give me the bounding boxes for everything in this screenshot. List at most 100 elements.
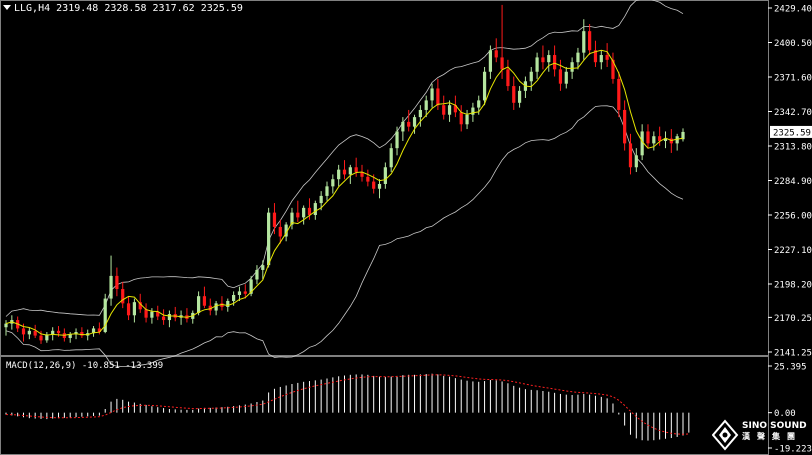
dropdown-triangle-icon[interactable] — [3, 5, 11, 10]
candle — [576, 47, 580, 70]
macd-label: MACD(12,26,9) — [6, 361, 77, 371]
price-tick-label: 2342.70 — [774, 108, 812, 118]
candle — [91, 326, 96, 337]
candle — [331, 174, 335, 194]
candle — [646, 124, 650, 149]
candle — [442, 95, 446, 120]
candle — [558, 59, 563, 91]
candle — [582, 19, 586, 60]
candle — [202, 286, 207, 309]
candle — [4, 320, 8, 336]
candle — [564, 66, 568, 89]
candle — [465, 109, 469, 130]
candle — [302, 205, 306, 225]
candle — [366, 169, 370, 187]
candle — [337, 164, 341, 187]
candle — [126, 296, 131, 321]
candle — [512, 76, 516, 110]
candle — [593, 40, 598, 67]
current-price-label: 2325.59 — [773, 128, 811, 138]
price-tick-label: 2284.90 — [774, 177, 812, 187]
candle — [611, 52, 615, 84]
candle — [605, 43, 609, 67]
candle — [506, 59, 510, 91]
candle — [103, 293, 107, 334]
candle — [284, 222, 288, 242]
high-value: 2328.58 — [104, 3, 147, 14]
candle — [144, 303, 148, 323]
candle — [39, 330, 43, 344]
candle — [634, 148, 638, 173]
price-tick-label: 2400.50 — [774, 39, 812, 49]
macd-tick-label: 25.395 — [774, 363, 807, 373]
candle — [389, 143, 393, 173]
candle — [547, 50, 551, 72]
candle — [255, 265, 259, 285]
candle — [517, 86, 522, 108]
candle — [401, 117, 405, 141]
candle — [115, 267, 119, 297]
candle — [342, 160, 347, 180]
macd-signal-value: -13.399 — [125, 361, 164, 371]
candle — [313, 200, 317, 220]
candle — [541, 45, 545, 70]
candle — [261, 260, 265, 280]
candle — [208, 298, 212, 316]
candle — [185, 308, 189, 323]
candle — [132, 298, 137, 323]
candle — [191, 310, 195, 324]
candle — [535, 52, 539, 79]
candle — [663, 131, 668, 149]
candle — [179, 310, 183, 325]
sino-sound-logo-icon — [712, 419, 739, 451]
candle — [488, 45, 493, 79]
candle — [599, 50, 603, 70]
candle — [121, 281, 125, 309]
candle — [453, 95, 457, 118]
price-tick-label: 2256.00 — [774, 212, 812, 222]
price-tick-label: 2313.80 — [774, 143, 812, 153]
candle — [500, 4, 504, 79]
candle — [325, 181, 329, 201]
candle — [395, 126, 399, 156]
price-tick-label: 2429.40 — [774, 5, 812, 15]
candle — [80, 327, 84, 338]
candle — [296, 200, 300, 223]
symbol-header: LLG,H4 2319.48 2328.58 2317.62 2325.59 — [3, 3, 243, 15]
candle — [459, 105, 463, 132]
candle — [249, 275, 253, 297]
candle — [407, 109, 411, 132]
candle — [220, 296, 224, 311]
candle — [27, 327, 31, 340]
price-panel-frame — [0, 0, 769, 356]
candle — [45, 332, 49, 343]
macd-tick-label: -19.223 — [774, 445, 812, 455]
macd-header: MACD(12,26,9) -10.851 -13.399 — [6, 361, 163, 372]
candle — [623, 100, 627, 151]
candle — [307, 198, 312, 220]
candle — [430, 83, 434, 108]
macd-main-value: -10.851 — [81, 361, 120, 371]
candle — [588, 23, 592, 56]
price-tick-label: 2371.60 — [774, 74, 812, 84]
candle — [360, 164, 364, 182]
candle — [617, 71, 621, 118]
candle — [243, 284, 247, 299]
bollinger-lower-line — [5, 105, 684, 367]
candle — [681, 128, 685, 142]
macd-tick-label: 0.00 — [774, 409, 796, 419]
candle — [482, 66, 487, 106]
candle — [109, 255, 113, 306]
candle — [447, 100, 452, 122]
low-value: 2317.62 — [152, 3, 195, 14]
candle — [272, 203, 277, 235]
candle — [377, 179, 382, 199]
open-value: 2319.48 — [56, 3, 99, 14]
candle — [354, 157, 358, 177]
candle — [267, 207, 271, 268]
candle — [196, 291, 201, 316]
candle — [237, 286, 242, 301]
logo-name: SINO SOUND — [742, 421, 807, 431]
price-tick-label: 2227.10 — [774, 246, 812, 256]
